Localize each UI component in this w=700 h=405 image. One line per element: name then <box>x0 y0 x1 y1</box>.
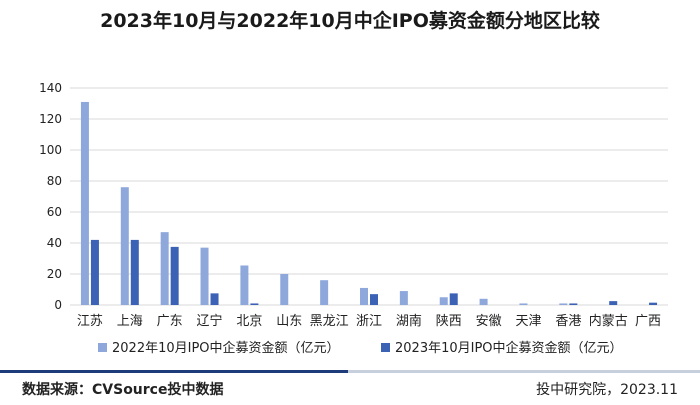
bar-2022 <box>120 187 129 305</box>
publisher-credit: 投中研究院，2023.11 <box>536 382 678 398</box>
data-source: 数据来源：CVSource投中数据 <box>22 382 224 398</box>
y-tick-label: 0 <box>54 298 62 312</box>
bar-2023 <box>210 293 219 305</box>
bar-2022 <box>240 265 249 305</box>
y-tick-label: 60 <box>47 205 62 219</box>
legend-item-2023-swatch <box>381 343 390 352</box>
x-category-label: 安徽 <box>476 314 502 329</box>
footer-divider-light <box>348 370 700 373</box>
x-category-label: 黑龙江 <box>310 314 349 329</box>
bar-2022 <box>280 274 289 305</box>
bar-2022 <box>200 247 209 305</box>
bar-2022 <box>519 303 528 305</box>
y-tick-label: 140 <box>39 81 62 95</box>
bar-2023 <box>649 302 658 305</box>
bar-2023 <box>370 294 378 305</box>
bar-2022 <box>160 232 169 305</box>
x-category-label: 江苏 <box>77 313 103 329</box>
legend-item-2022-swatch <box>98 343 107 352</box>
y-tick-label: 80 <box>47 174 62 188</box>
bar-2022 <box>360 287 368 305</box>
bar-2022 <box>439 297 448 305</box>
x-category-label: 山东 <box>276 314 302 329</box>
bar-2022 <box>479 298 488 305</box>
bar-2023 <box>130 239 139 305</box>
bar-2023 <box>569 303 578 305</box>
x-category-label: 天津 <box>515 314 541 329</box>
x-category-label: 广东 <box>157 314 183 329</box>
x-category-label: 北京 <box>236 314 262 329</box>
x-category-label: 浙江 <box>356 314 382 329</box>
x-category-label: 上海 <box>117 314 143 329</box>
x-category-label: 陕西 <box>436 314 462 329</box>
legend-item-2022-label: 2022年10月IPO中企募资金额（亿元） <box>112 340 340 356</box>
legend-item-2023-label: 2023年10月IPO中企募资金额（亿元） <box>395 340 623 356</box>
x-category-label: 香港 <box>555 314 581 329</box>
bar-2023 <box>449 293 458 305</box>
bar-2022 <box>320 280 329 305</box>
y-tick-label: 100 <box>39 143 62 157</box>
bar-2023 <box>609 301 618 305</box>
x-category-label: 辽宁 <box>197 313 223 329</box>
bar-2023 <box>90 239 99 305</box>
bar-2022 <box>399 291 408 305</box>
y-tick-label: 20 <box>47 267 62 281</box>
y-tick-label: 120 <box>39 112 62 126</box>
bar-2023 <box>250 303 259 305</box>
bar-2022 <box>80 101 89 305</box>
x-category-label: 湖南 <box>396 313 422 329</box>
y-tick-label: 40 <box>47 236 62 250</box>
x-category-label: 广西 <box>635 314 661 329</box>
chart-title: 2023年10月与2022年10月中企IPO募资金额分地区比较 <box>100 10 600 32</box>
footer-divider-dark <box>0 370 348 373</box>
bar-2022 <box>559 303 568 305</box>
x-category-label: 内蒙古 <box>589 313 628 329</box>
bar-2023 <box>170 246 179 305</box>
